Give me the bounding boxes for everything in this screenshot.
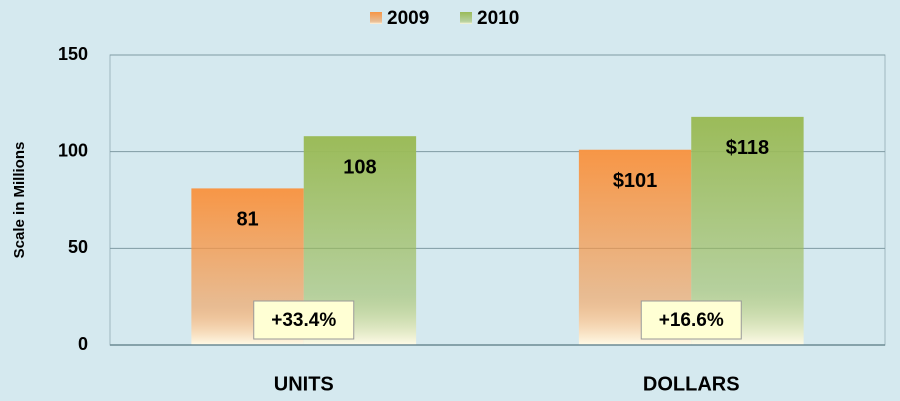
- annotation: +16.6%: [659, 310, 724, 331]
- legend-swatch: [460, 12, 472, 24]
- y-tick-label: 150: [58, 44, 88, 64]
- y-tick-label: 0: [78, 334, 88, 354]
- annotation: +33.4%: [271, 310, 336, 331]
- data-label: $101: [613, 170, 658, 192]
- annotation-box: [253, 300, 355, 340]
- data-label: 108: [343, 156, 376, 178]
- data-label: $118: [726, 137, 769, 159]
- y-tick-label: 100: [58, 140, 88, 160]
- data-label: 81: [236, 209, 258, 231]
- x-tick-label: DOLLARS: [643, 373, 740, 395]
- legend-label: 2009: [387, 8, 429, 29]
- y-tick-label: 50: [68, 237, 88, 257]
- y-axis-label: Scale in Millions: [11, 142, 28, 259]
- legend-label: 2010: [477, 8, 519, 29]
- legend-swatch: [370, 12, 382, 24]
- x-tick-label: UNITS: [274, 373, 334, 395]
- annotation-box: [640, 300, 742, 340]
